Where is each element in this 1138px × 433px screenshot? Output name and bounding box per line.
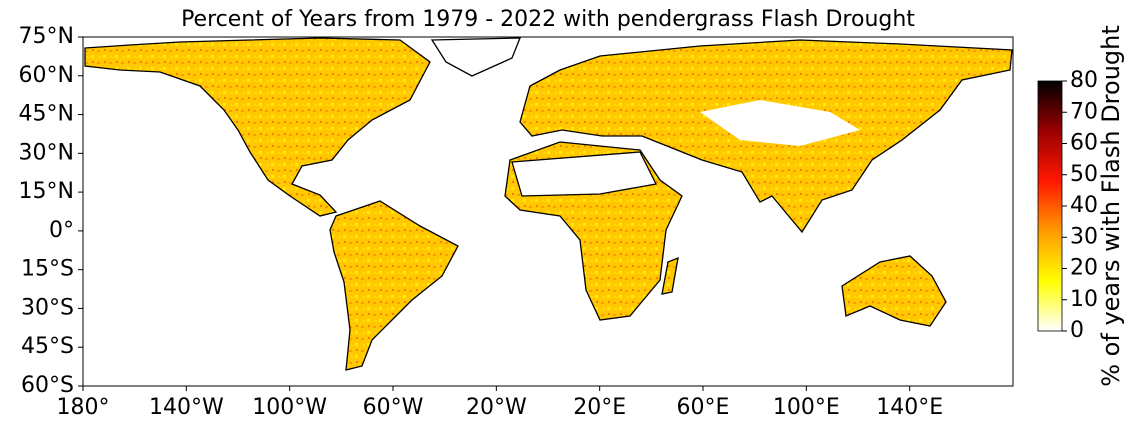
y-tick-label: 30°N [19,140,74,165]
chart-title: Percent of Years from 1979 - 2022 with p… [181,7,915,32]
y-tick-label: 60°N [19,63,74,88]
y-tick-label: 0° [49,218,74,243]
madagascar [661,256,679,295]
asia-blank [700,100,860,146]
x-tick-label: 60°W [363,395,424,420]
y-tick-label: 30°S [21,295,74,320]
south-america [329,200,459,371]
x-tick-label: 20°W [466,395,527,420]
colorbar-tick-label: 0 [1070,318,1084,343]
north-america [84,37,431,217]
colorbar-tick-label: 60 [1070,131,1098,156]
y-tick-label: 45°S [21,334,74,359]
colorbar-tick-label: 20 [1070,256,1098,281]
x-tick-label: 140°W [149,395,224,420]
y-tick-label: 60°S [21,373,74,398]
y-tick-label: 15°N [19,179,74,204]
plot-frame [82,36,1014,387]
x-tick-label: 100°W [252,395,327,420]
y-tick-label: 15°S [21,257,74,282]
y-tick-label: 45°N [19,102,74,127]
colorbar-tick-label: 30 [1070,224,1098,249]
x-tick-label: 20°E [573,395,626,420]
map [84,37,1013,371]
colorbar-tick-label: 80 [1070,68,1098,93]
sahara-arabia-blank [511,151,657,197]
australia [841,255,947,327]
colorbar-tick-label: 50 [1070,162,1098,187]
colorbar-tick-label: 70 [1070,99,1098,124]
x-tick-label: 100°E [773,395,840,420]
colorbar-tick-label: 10 [1070,287,1098,312]
x-tick-label: 60°E [677,395,730,420]
y-tick-label: 75°N [19,24,74,49]
colorbar [1037,80,1063,332]
greenland [430,37,521,77]
colorbar-label: % of years with Flash Drought [1097,25,1125,387]
x-tick-label: 140°E [876,395,943,420]
colorbar-tick-label: 40 [1070,193,1098,218]
x-tick-label: 180° [57,395,110,420]
